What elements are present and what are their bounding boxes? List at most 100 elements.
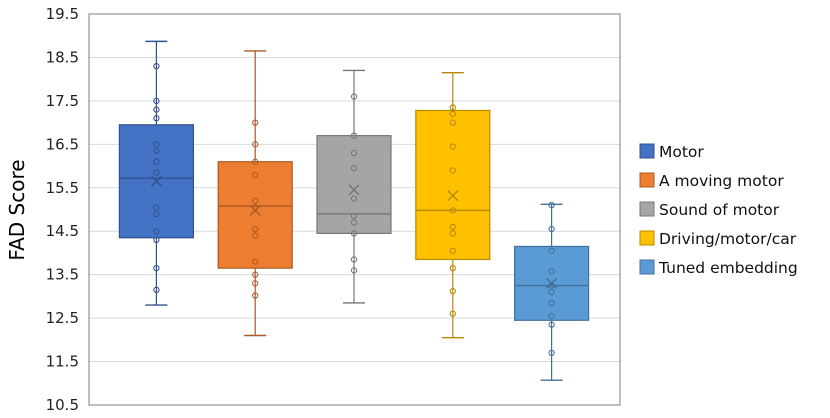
data-point	[252, 197, 259, 204]
data-point	[153, 236, 160, 244]
box-group-2	[217, 50, 293, 337]
data-point	[449, 288, 456, 295]
data-point	[252, 171, 259, 178]
data-point	[548, 312, 555, 320]
y-tick-label: 11.5	[46, 353, 79, 371]
legend-swatch	[639, 172, 655, 188]
data-point	[153, 158, 160, 165]
data-point	[350, 256, 358, 263]
data-point	[350, 132, 358, 139]
data-point	[153, 106, 160, 113]
legend-label: Sound of motor	[659, 201, 780, 219]
data-point	[548, 299, 555, 307]
data-point	[449, 207, 456, 214]
data-point	[548, 349, 555, 357]
box-series	[118, 40, 590, 381]
data-point	[252, 141, 259, 148]
data-point	[548, 202, 555, 209]
data-point	[350, 195, 358, 202]
data-point	[350, 93, 358, 100]
legend-label: Motor	[659, 143, 704, 161]
data-point	[153, 141, 160, 148]
y-tick-label: 18.5	[46, 48, 79, 66]
legend-label: A moving motor	[659, 172, 784, 190]
data-point	[153, 97, 160, 105]
data-point	[350, 267, 358, 274]
data-point	[449, 264, 456, 272]
y-tick-label: 15.5	[46, 179, 79, 197]
data-point	[153, 62, 160, 70]
data-point	[449, 104, 456, 111]
y-tick-label: 13.5	[46, 266, 79, 284]
legend-label: Tuned embedding	[658, 259, 798, 277]
data-point	[153, 115, 160, 122]
legend-swatch	[639, 143, 655, 159]
y-tick-label: 14.5	[46, 222, 79, 240]
data-point	[153, 228, 160, 235]
box-group-4	[415, 71, 491, 339]
y-tick-label: 12.5	[46, 309, 79, 327]
data-point	[449, 167, 456, 174]
legend-swatch	[639, 230, 655, 246]
box-group-5	[513, 202, 590, 381]
data-point	[350, 212, 358, 220]
mean-marker	[249, 204, 261, 216]
data-point	[449, 230, 456, 237]
legend-label: Driving/motor/car	[659, 230, 797, 248]
data-point	[350, 219, 358, 226]
iqr-box	[415, 109, 491, 261]
box-group-1	[118, 40, 195, 306]
y-tick-label: 19.5	[46, 5, 79, 23]
data-point	[252, 271, 259, 278]
data-point	[153, 264, 160, 272]
data-point	[252, 232, 259, 239]
y-axis-title: FAD Score	[5, 159, 29, 260]
legend-item: Tuned embedding	[639, 259, 798, 277]
iqr-box	[217, 161, 293, 269]
plot-area-frame	[88, 13, 621, 406]
y-tick-label: 10.5	[46, 396, 79, 414]
legend-swatch	[639, 201, 655, 217]
y-tick-label: 17.5	[46, 92, 79, 110]
data-point	[449, 310, 456, 317]
legend-item: Sound of motor	[639, 201, 780, 219]
data-point	[252, 280, 259, 287]
legend-item: A moving motor	[639, 172, 784, 190]
legend-item: Motor	[639, 143, 704, 161]
legend-item: Driving/motor/car	[639, 230, 797, 248]
data-point	[252, 119, 259, 126]
data-point	[153, 210, 160, 217]
data-point	[449, 143, 456, 150]
mean-marker	[546, 277, 558, 289]
mean-marker	[150, 175, 162, 187]
data-point	[548, 247, 555, 254]
data-point	[252, 158, 259, 165]
mean-marker	[348, 184, 360, 196]
mean-marker	[447, 190, 459, 202]
data-point	[350, 230, 358, 237]
data-point	[548, 225, 555, 233]
box-group-3	[316, 69, 392, 304]
data-point	[252, 225, 259, 233]
data-point	[548, 288, 555, 296]
data-point	[252, 258, 259, 265]
data-point	[449, 110, 456, 118]
data-point	[153, 169, 160, 176]
y-axis-ticks: 19.5 18.5 17.5 16.5 15.5 14.5 13.5 12.5 11.5 10.5	[46, 5, 79, 414]
data-point	[153, 204, 160, 211]
y-tick-label: 16.5	[46, 135, 79, 153]
data-point	[548, 268, 555, 275]
iqr-box	[316, 135, 392, 234]
data-point	[153, 286, 160, 294]
data-point	[449, 247, 456, 254]
data-point	[252, 292, 259, 299]
data-point	[350, 165, 358, 172]
data-point	[350, 149, 358, 157]
data-point	[449, 223, 456, 231]
legend-swatch	[639, 259, 655, 275]
data-point	[153, 147, 160, 154]
data-point	[449, 119, 456, 126]
legend: Motor A moving motor Sound of motor Driving…	[639, 143, 798, 277]
